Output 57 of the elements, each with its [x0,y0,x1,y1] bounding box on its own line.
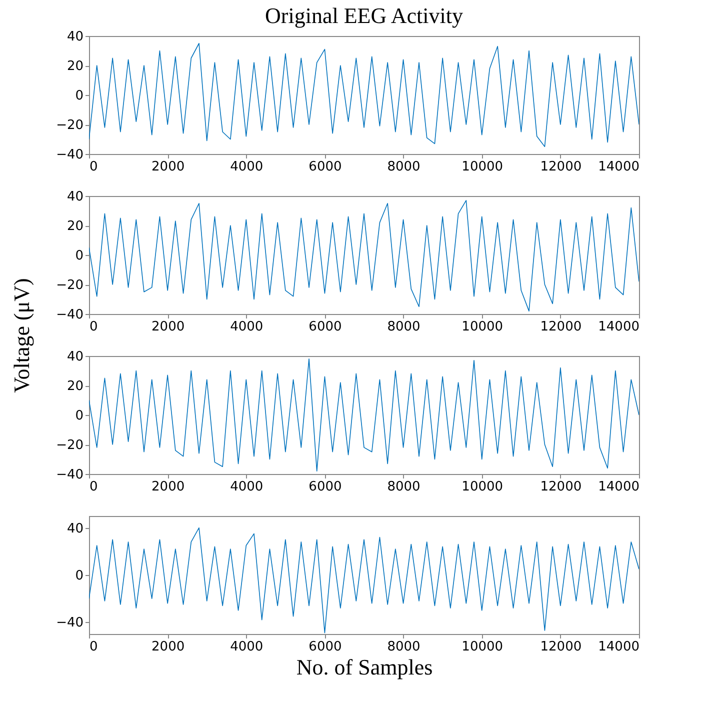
x-tick-label: 14000 [598,160,640,174]
y-tick-label: −20 [56,438,84,453]
x-tick-label: 0 [90,480,98,494]
y-tick-label: −20 [56,118,84,133]
x-tick-label: 4000 [230,160,264,174]
x-tick-label: 2000 [152,480,185,494]
y-tick-label: 20 [66,219,84,234]
y-tick-label: 0 [75,568,84,584]
y-tick-label: 40 [66,190,84,204]
line-series [89,42,639,148]
y-tick-label: −40 [56,468,84,482]
x-tick-label: 6000 [308,320,342,334]
x-tick-label: 8000 [387,480,420,494]
x-tick-label: 4000 [230,480,264,494]
x-tick-label: 2000 [152,320,185,334]
x-tick-label: 2000 [152,640,185,654]
x-tick-label: 14000 [598,640,640,654]
y-tick-label: −20 [56,278,84,293]
y-tick-label: 0 [75,88,84,104]
y-tick-label: 20 [66,379,84,394]
x-tick-label: 2000 [152,160,185,174]
x-tick-label: 4000 [230,640,264,654]
y-tick-label: 40 [66,30,84,44]
x-tick-label: 8000 [387,160,420,174]
y-axis-title: Voltage (μV) [9,278,34,393]
x-tick-label: 12000 [540,160,582,174]
x-tick-label: 4000 [230,320,264,334]
x-tick-label: 14000 [598,480,640,494]
x-tick-label: 6000 [308,160,342,174]
y-tick-label: 0 [75,248,84,264]
x-tick-label: 10000 [462,480,504,494]
y-tick-label: −40 [56,148,84,162]
x-axis-title: No. of Samples [296,654,433,680]
y-tick-label: 0 [75,408,84,424]
x-tick-label: 6000 [308,480,342,494]
x-tick-label: 0 [90,160,98,174]
x-tick-label: 0 [90,320,98,334]
y-tick-label: −40 [56,308,84,322]
x-tick-label: 12000 [540,640,582,654]
line-series [89,200,639,312]
y-tick-label: 20 [66,59,84,74]
line-series [89,358,639,472]
x-tick-label: 12000 [540,480,582,494]
line-series [89,527,639,634]
y-tick-label: 40 [66,350,84,364]
x-tick-label: 12000 [540,320,582,334]
x-tick-label: 0 [90,640,98,654]
x-tick-label: 14000 [598,320,640,334]
x-tick-label: 8000 [387,640,420,654]
y-tick-label: 40 [66,521,84,536]
x-tick-label: 10000 [462,640,504,654]
x-tick-label: 10000 [462,320,504,334]
y-tick-label: −40 [56,616,84,631]
x-tick-label: 8000 [387,320,420,334]
x-tick-label: 10000 [462,160,504,174]
x-tick-label: 6000 [308,640,342,654]
chart-title: Original EEG Activity [265,3,463,28]
